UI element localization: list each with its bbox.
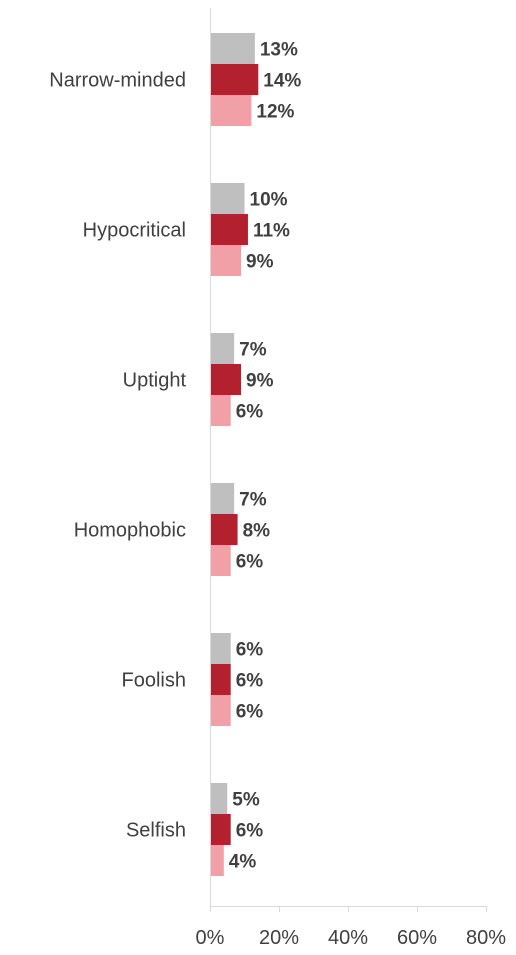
bar-1-4: [210, 633, 231, 664]
bar-2-1: [210, 214, 248, 245]
bar-3-0: [210, 95, 252, 126]
axes-group: 0% 20% 40% 60% 80%: [196, 8, 506, 949]
data-label: 11%: [253, 221, 290, 242]
category-label: Hypocritical: [83, 220, 186, 242]
category-label: Foolish: [122, 670, 186, 692]
data-label: 6%: [236, 671, 264, 692]
bar-2-4: [210, 664, 231, 695]
data-label: 13%: [260, 40, 298, 61]
x-tick-label: 0%: [196, 927, 225, 949]
category-label: Uptight: [123, 370, 187, 392]
bar-1-0: [210, 33, 255, 64]
bar-2-3: [210, 514, 238, 545]
category-label: Homophobic: [74, 520, 186, 542]
data-label: 8%: [243, 521, 271, 542]
bar-1-5: [210, 783, 228, 814]
data-label: 7%: [239, 490, 267, 511]
bar-3-2: [210, 395, 231, 426]
x-tick-label: 60%: [397, 927, 437, 949]
data-label: 12%: [256, 102, 294, 123]
x-tick-label: 40%: [328, 927, 368, 949]
bar-3-3: [210, 545, 231, 576]
category-label: Selfish: [126, 820, 186, 842]
bars-group: [210, 33, 259, 876]
data-label: 6%: [236, 552, 264, 573]
data-label: 9%: [246, 371, 274, 392]
bar-1-1: [210, 183, 245, 214]
bar-2-0: [210, 64, 259, 95]
data-label: 10%: [250, 190, 288, 211]
data-label: 6%: [236, 402, 264, 423]
category-label: Narrow-minded: [49, 70, 186, 92]
x-tick-label: 80%: [466, 927, 506, 949]
data-label: 7%: [239, 340, 267, 361]
data-label: 6%: [236, 821, 264, 842]
data-label: 4%: [229, 852, 257, 873]
data-label: 14%: [263, 71, 301, 92]
data-label: 6%: [236, 640, 264, 661]
x-tick-label: 20%: [259, 927, 299, 949]
data-label: 9%: [246, 252, 274, 273]
data-label: 5%: [232, 790, 260, 811]
data-label: 6%: [236, 702, 264, 723]
category-labels-group: Narrow-minded Hypocritical Uptight Homophob…: [49, 70, 186, 842]
bar-3-5: [210, 845, 224, 876]
data-labels-group: 13% 14% 12% 10% 11% 9% 7% 9% 6% 7% 8% 6% 6% 6% 6% 5% 6% 4…: [229, 40, 302, 873]
bar-1-2: [210, 333, 235, 364]
bar-3-1: [210, 245, 242, 276]
bar-2-2: [210, 364, 242, 395]
bar-1-3: [210, 483, 235, 514]
bar-3-4: [210, 695, 231, 726]
bar-2-5: [210, 814, 231, 845]
